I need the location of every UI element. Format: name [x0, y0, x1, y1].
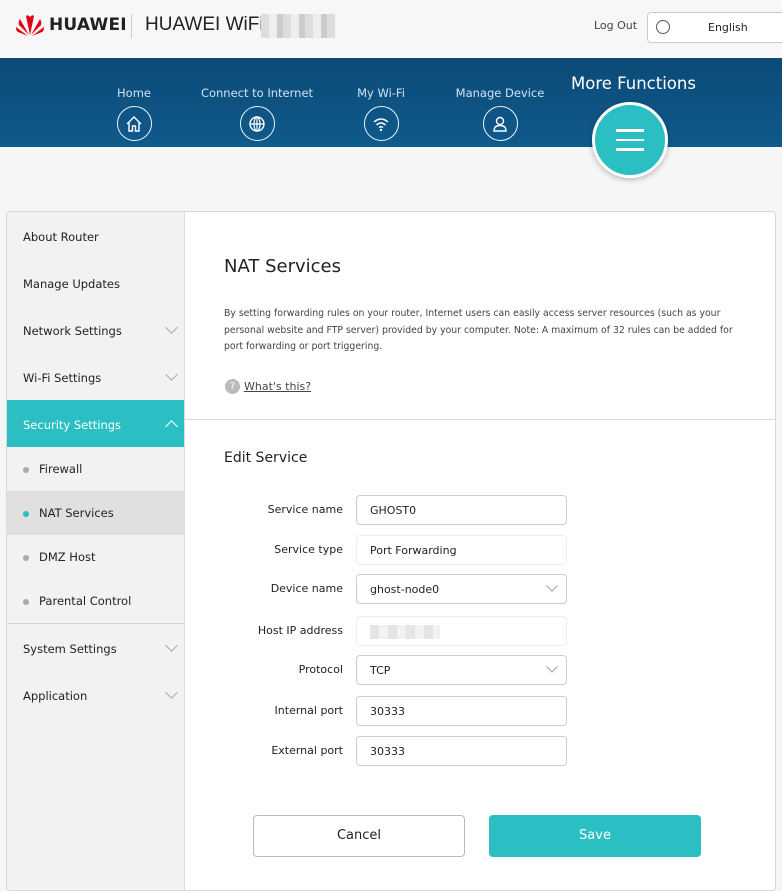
- bullet-icon: [23, 555, 29, 561]
- external-port-row: External port 30333: [185, 736, 585, 766]
- sidebar-label: Parental Control: [39, 594, 132, 608]
- nav-more-functions-label: More Functions: [571, 74, 696, 93]
- section-title: Edit Service: [224, 450, 308, 466]
- nav-connect[interactable]: Connect to Internet: [200, 58, 314, 141]
- globe-icon: [656, 20, 670, 34]
- cancel-button[interactable]: Cancel: [253, 815, 465, 857]
- protocol-select[interactable]: TCP: [356, 655, 567, 685]
- nav-label: Home: [117, 86, 151, 100]
- sidebar-label: Network Settings: [23, 324, 122, 338]
- top-bar: HUAWEI HUAWEI WiFi Log Out English: [0, 0, 782, 58]
- sidebar-item-about-router[interactable]: About Router: [7, 212, 184, 259]
- more-functions-menu-icon[interactable]: [592, 102, 668, 178]
- page-title: NAT Services: [224, 256, 341, 277]
- brand-name: HUAWEI: [49, 15, 127, 35]
- sidebar-item-system-settings[interactable]: System Settings: [7, 624, 184, 671]
- sidebar-label: Wi-Fi Settings: [23, 371, 102, 385]
- chevron-down-icon: [546, 580, 558, 592]
- sidebar-item-wifi-settings[interactable]: Wi-Fi Settings: [7, 353, 184, 400]
- sidebar-sub-parental-control[interactable]: Parental Control: [7, 579, 184, 623]
- nav-wifi[interactable]: My Wi-Fi: [346, 58, 416, 141]
- field-label: Device name: [270, 582, 343, 595]
- nav-home[interactable]: Home: [104, 58, 164, 141]
- select-value: TCP: [370, 664, 391, 677]
- home-icon: [116, 106, 152, 141]
- language-value: English: [708, 21, 748, 34]
- service-type-value: Port Forwarding: [356, 535, 567, 565]
- sidebar-label: Security Settings: [23, 418, 122, 432]
- save-button[interactable]: Save: [489, 815, 701, 857]
- sidebar-sub-dmz-host[interactable]: DMZ Host: [7, 535, 184, 579]
- chevron-down-icon: [165, 686, 178, 699]
- external-port-input[interactable]: 30333: [356, 736, 567, 766]
- field-label: Internal port: [274, 704, 343, 717]
- content-panel: About Router Manage Updates Network Sett…: [6, 211, 776, 891]
- chevron-down-icon: [165, 639, 178, 652]
- nav-manage-device[interactable]: Manage Device: [454, 58, 546, 141]
- language-select[interactable]: English: [647, 12, 782, 43]
- field-label: Host IP address: [257, 624, 343, 637]
- sidebar-item-manage-updates[interactable]: Manage Updates: [7, 259, 184, 306]
- divider: [7, 623, 184, 624]
- sidebar-label: About Router: [23, 230, 99, 244]
- internal-port-row: Internal port 30333: [185, 696, 585, 726]
- help-link[interactable]: ? What's this?: [225, 379, 311, 394]
- bullet-icon: [23, 599, 29, 605]
- service-name-row: Service name GHOST0: [185, 495, 585, 525]
- redacted-model: [261, 14, 335, 38]
- sidebar: About Router Manage Updates Network Sett…: [7, 212, 185, 890]
- device-name-select[interactable]: ghost-node0: [356, 574, 567, 604]
- sidebar-label: Firewall: [39, 462, 83, 476]
- chevron-up-icon: [165, 420, 178, 433]
- sidebar-label: DMZ Host: [39, 550, 96, 564]
- page-description: By setting forwarding rules on your rout…: [224, 308, 733, 352]
- field-label: Service type: [274, 543, 343, 556]
- huawei-logo: HUAWEI: [15, 13, 127, 37]
- product-name: HUAWEI WiFi: [145, 14, 264, 35]
- user-icon: [482, 106, 518, 141]
- wifi-icon: [363, 106, 399, 141]
- internal-port-input[interactable]: 30333: [356, 696, 567, 726]
- chevron-down-icon: [165, 368, 178, 381]
- sidebar-item-application[interactable]: Application: [7, 671, 184, 718]
- sidebar-label: NAT Services: [39, 506, 114, 520]
- sidebar-label: Manage Updates: [23, 277, 120, 291]
- question-icon: ?: [225, 379, 240, 394]
- bullet-icon: [23, 511, 29, 517]
- huawei-flower-icon: [16, 15, 44, 36]
- service-name-input[interactable]: GHOST0: [356, 495, 567, 525]
- help-text[interactable]: What's this?: [244, 380, 312, 393]
- sidebar-sub-nat-services[interactable]: NAT Services: [7, 491, 184, 535]
- sidebar-item-network-settings[interactable]: Network Settings: [7, 306, 184, 353]
- sidebar-sub-firewall[interactable]: Firewall: [7, 447, 184, 491]
- chevron-down-icon: [546, 661, 558, 673]
- sidebar-item-security-settings[interactable]: Security Settings: [7, 400, 184, 447]
- redacted-ip: [370, 625, 440, 639]
- main-nav: Home Connect to Internet My Wi-Fi Manage…: [0, 58, 782, 147]
- select-value: ghost-node0: [370, 583, 440, 596]
- globe-icon: [239, 106, 275, 141]
- host-ip-value: [356, 616, 567, 646]
- field-label: External port: [271, 744, 343, 757]
- nav-label: My Wi-Fi: [357, 86, 405, 100]
- sidebar-label: System Settings: [23, 642, 117, 656]
- nav-label: Connect to Internet: [200, 86, 314, 100]
- protocol-row: Protocol TCP: [185, 655, 585, 685]
- service-type-row: Service type Port Forwarding: [185, 535, 585, 565]
- logout-link[interactable]: Log Out: [594, 19, 638, 32]
- sidebar-label: Application: [23, 689, 88, 703]
- field-label: Service name: [267, 503, 343, 516]
- device-name-row: Device name ghost-node0: [185, 574, 585, 604]
- field-label: Protocol: [298, 663, 343, 676]
- host-ip-row: Host IP address: [185, 616, 585, 646]
- nav-label: Manage Device: [455, 86, 545, 100]
- chevron-down-icon: [165, 321, 178, 334]
- bullet-icon: [23, 467, 29, 473]
- divider: [185, 419, 775, 420]
- divider: [131, 14, 132, 38]
